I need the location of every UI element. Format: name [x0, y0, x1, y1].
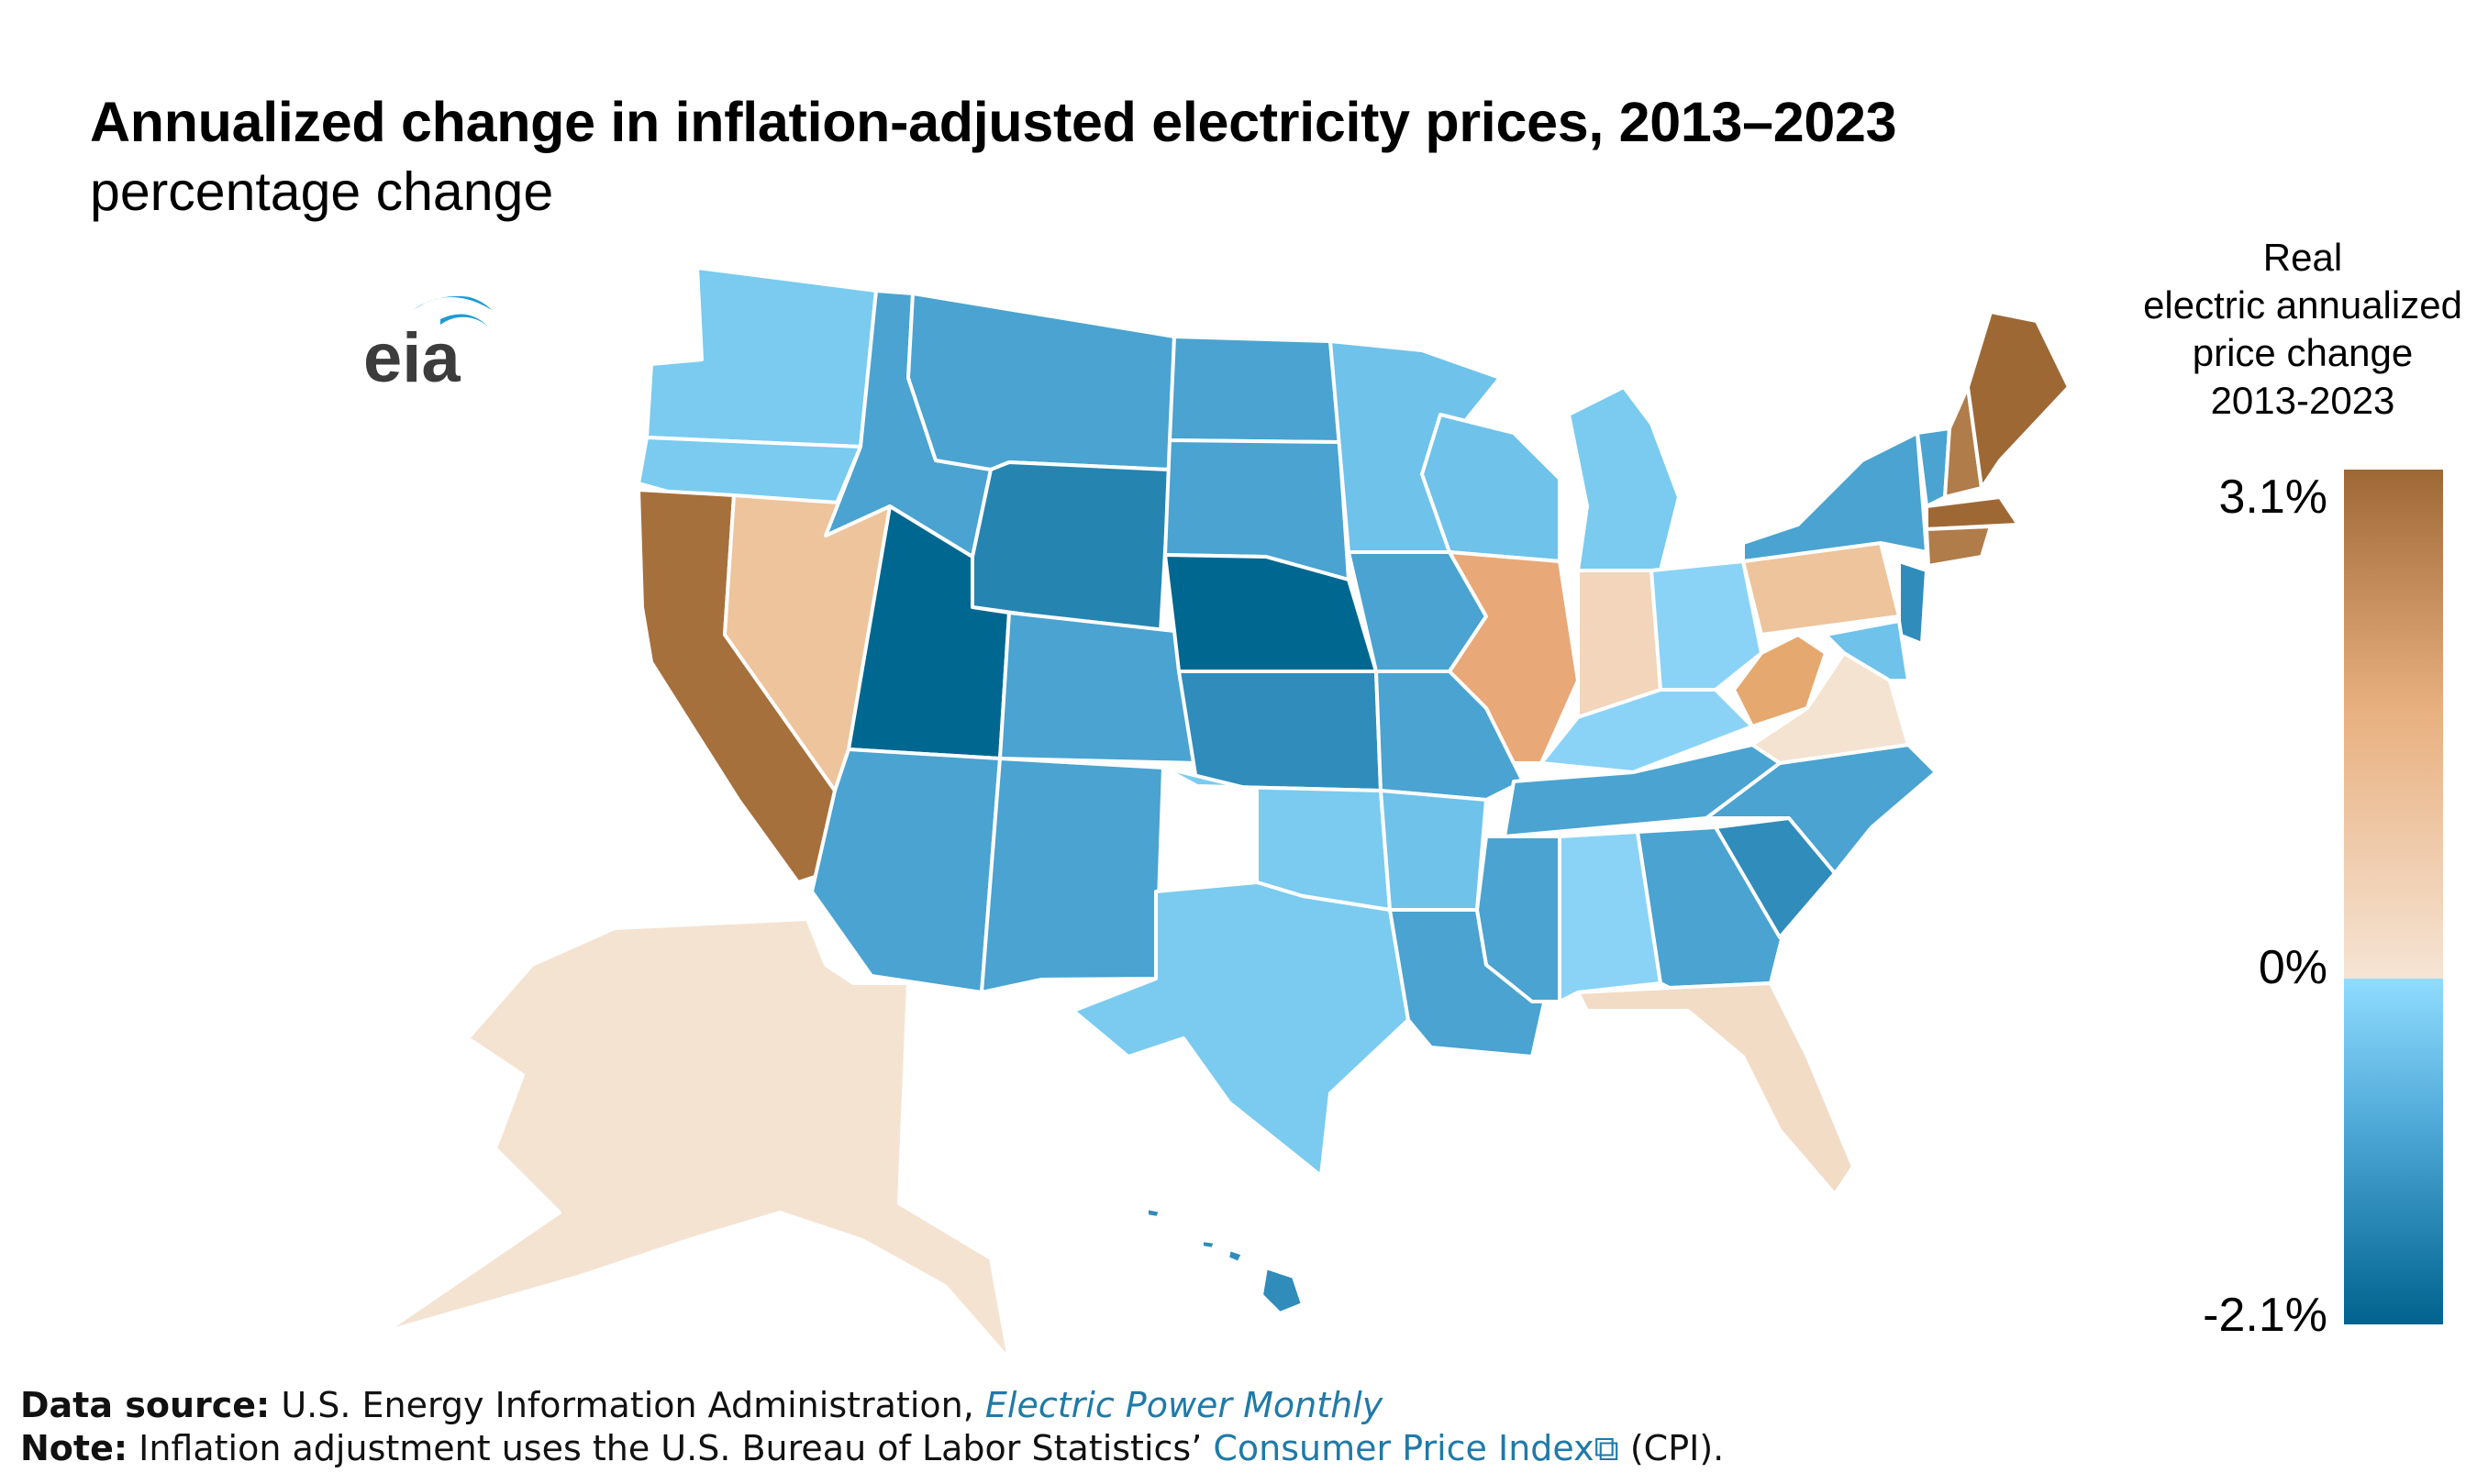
- state-ME: [1966, 310, 2071, 490]
- eia-logo-arc-inner-icon: [440, 314, 488, 327]
- state-NJ: [1897, 559, 1928, 646]
- legend-zero-label: 0%: [2258, 941, 2327, 994]
- legend-title-line: price change: [2192, 331, 2414, 374]
- state-CO: [998, 611, 1199, 765]
- state-MT: [906, 292, 1176, 471]
- state-MD: [1824, 619, 1910, 682]
- state-HI: [1145, 1206, 1305, 1315]
- state-MA: [1925, 495, 2020, 531]
- state-WA: [645, 266, 878, 449]
- external-link-icon[interactable]: ⧉: [1594, 1428, 1619, 1468]
- footer-data-source: Data source: U.S. Energy Information Adm…: [20, 1385, 1383, 1425]
- state-CT: [1925, 525, 1993, 568]
- chart-title: Annualized change in inflation-adjusted …: [90, 91, 1897, 153]
- eia-logo-arc-icon: [413, 295, 492, 310]
- legend-title: Real electric annualized price change 20…: [2128, 234, 2477, 425]
- state-AR: [1379, 789, 1488, 912]
- eia-logo: eia: [363, 295, 492, 389]
- legend-title-line: 2013-2023: [2210, 379, 2395, 422]
- state-NY: [1741, 431, 1928, 563]
- legend-color-bar: [2344, 470, 2443, 1324]
- legend-title-line: Real: [2262, 236, 2343, 279]
- legend-min-label: -2.1%: [2203, 1289, 2327, 1342]
- state-WV: [1732, 633, 1827, 728]
- electric-power-monthly-link[interactable]: Electric Power Monthly: [984, 1385, 1383, 1425]
- footer-note-label: Note:: [20, 1428, 128, 1468]
- footer-note-suffix: (CPI).: [1629, 1428, 1725, 1468]
- footer-source-text: U.S. Energy Information Administration,: [281, 1385, 974, 1425]
- state-MI: [1567, 385, 1681, 572]
- footer-note: Note: Inflation adjustment uses the U.S.…: [20, 1428, 1724, 1469]
- eia-logo-text: eia: [363, 319, 461, 389]
- state-IL: [1448, 550, 1580, 765]
- state-NM: [980, 757, 1165, 994]
- state-OH: [1649, 559, 1763, 692]
- state-KS: [1177, 670, 1383, 792]
- state-AL: [1558, 830, 1662, 1003]
- legend-max-label: 3.1%: [2218, 471, 2327, 524]
- legend-title-line: electric annualized: [2143, 283, 2462, 327]
- legend-gradient-rect: [2344, 470, 2443, 1324]
- consumer-price-index-link[interactable]: Consumer Price Index: [1213, 1428, 1594, 1468]
- chart-subtitle: percentage change: [90, 161, 554, 222]
- state-AZ: [810, 748, 1002, 994]
- state-FL: [1576, 981, 1855, 1196]
- state-shapes: [383, 266, 2071, 1359]
- us-choropleth-map: [383, 266, 2071, 1359]
- state-WY: [971, 460, 1172, 635]
- footer-note-text: Inflation adjustment uses the U.S. Burea…: [139, 1428, 1203, 1468]
- state-AK: [383, 917, 1011, 1359]
- state-ND: [1168, 335, 1341, 444]
- state-TX: [1072, 880, 1410, 1178]
- footer-source-label: Data source:: [20, 1385, 271, 1425]
